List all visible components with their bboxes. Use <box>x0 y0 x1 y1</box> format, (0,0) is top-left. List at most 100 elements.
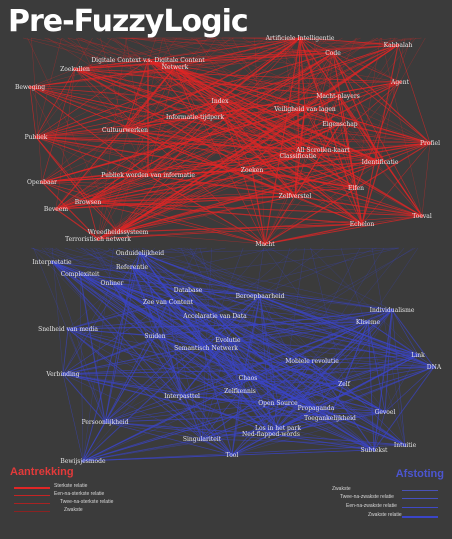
edge-repulsion <box>205 247 213 349</box>
edge-repulsion <box>51 247 207 263</box>
edge-attraction <box>194 100 221 118</box>
edge-repulsion <box>201 383 345 440</box>
edge-attraction <box>190 37 431 144</box>
node-dot-blue <box>200 437 204 441</box>
edge-attraction <box>317 37 401 83</box>
edge-attraction <box>74 37 93 70</box>
node-dot-red <box>296 154 300 158</box>
edge-attraction <box>339 123 423 217</box>
edge-repulsion <box>133 247 241 392</box>
edge-repulsion <box>309 247 419 356</box>
legend-attraction-item: Sterkste relatie <box>10 483 100 491</box>
edge-attraction <box>294 195 423 217</box>
edge-repulsion <box>62 373 106 423</box>
edge-attraction <box>41 181 89 203</box>
legend-item-label: Zwakste relatie <box>368 512 402 518</box>
edge-attraction <box>61 37 296 197</box>
edge-repulsion <box>190 247 331 419</box>
edge-repulsion <box>270 411 386 435</box>
edge-repulsion <box>64 247 133 268</box>
edge-repulsion <box>264 247 386 413</box>
node-dot-red <box>218 99 222 103</box>
edge-attraction <box>100 37 126 131</box>
node-dot-red <box>54 207 58 211</box>
edge-repulsion <box>131 266 156 337</box>
node-label-red: Terroristisch netwerk <box>65 236 131 243</box>
edge-repulsion <box>79 273 249 379</box>
edge-attraction <box>55 37 343 210</box>
edge-repulsion <box>104 301 169 423</box>
node-label-blue: Gevoel <box>375 409 396 416</box>
edge-repulsion <box>367 321 386 413</box>
edge-repulsion <box>270 366 435 435</box>
node-label-red: Echelon <box>350 221 375 228</box>
edge-attraction <box>219 100 423 217</box>
edge-repulsion <box>227 321 369 341</box>
edge-attraction <box>29 86 221 102</box>
node-dot-red <box>123 128 127 132</box>
edge-repulsion <box>76 247 313 362</box>
edge-attraction <box>41 155 299 183</box>
edge-attraction <box>288 37 324 151</box>
node-dot-blue <box>314 406 318 410</box>
edge-repulsion <box>104 360 313 423</box>
edge-repulsion <box>67 321 369 330</box>
edge-attraction <box>97 37 217 240</box>
edge-repulsion <box>239 360 313 392</box>
edge-attraction <box>35 108 306 138</box>
edge-attraction <box>30 37 149 61</box>
edge-attraction <box>41 37 361 183</box>
node-label-red: Publiek worden van informatie <box>101 172 195 179</box>
node-dot-blue <box>226 338 230 342</box>
edge-repulsion <box>67 328 249 379</box>
edge-repulsion <box>82 354 419 462</box>
edge-attraction <box>355 37 412 189</box>
edge-attraction <box>124 129 431 144</box>
node-dot-red <box>40 180 44 184</box>
node-dot-red <box>173 65 177 69</box>
edge-repulsion <box>82 444 406 462</box>
edge-attraction <box>87 201 363 225</box>
node-label-blue: Subtekst <box>361 447 388 454</box>
node-dot-blue <box>328 416 332 420</box>
edge-repulsion <box>154 335 272 435</box>
node-label-blue: Bewijsjesmode <box>60 458 106 465</box>
node-dot-blue <box>383 410 387 414</box>
edge-attraction <box>399 37 426 83</box>
node-dot-blue <box>204 346 208 350</box>
node-dot-red <box>96 237 100 241</box>
edge-layer <box>23 37 435 462</box>
node-dot-blue <box>103 420 107 424</box>
edge-attraction <box>361 142 431 225</box>
edge-attraction <box>97 215 423 240</box>
edge-attraction <box>74 68 266 245</box>
node-label-blue: Mobiele revolutie <box>285 358 339 365</box>
edge-attraction <box>111 37 196 118</box>
edge-repulsion <box>167 289 189 303</box>
node-label-blue: Ned-flapped-words <box>242 431 300 438</box>
edge-repulsion <box>329 383 345 419</box>
edge-attraction <box>29 86 299 157</box>
edge-attraction <box>96 37 299 157</box>
edge-attraction <box>231 37 299 157</box>
edge-repulsion <box>187 289 369 323</box>
edge-repulsion <box>82 247 265 462</box>
edge-repulsion <box>384 366 435 413</box>
edge-attraction <box>87 174 149 203</box>
edge-attraction <box>294 52 334 197</box>
node-label-blue: Suiden <box>144 333 165 340</box>
edge-attraction <box>35 136 119 233</box>
edge-repulsion <box>108 247 317 409</box>
edge-repulsion <box>79 273 386 413</box>
node-label-red: Code <box>325 50 341 57</box>
edge-repulsion <box>104 421 375 451</box>
edge-attraction <box>117 142 431 233</box>
edge-repulsion <box>277 402 386 413</box>
legend-repulsion-title: Afstoting <box>395 468 444 480</box>
node-label-blue: Open Source <box>258 400 298 407</box>
edge-repulsion <box>154 335 345 385</box>
edge-attraction <box>421 142 431 217</box>
edge-repulsion <box>205 347 435 368</box>
edge-attraction <box>35 136 149 176</box>
